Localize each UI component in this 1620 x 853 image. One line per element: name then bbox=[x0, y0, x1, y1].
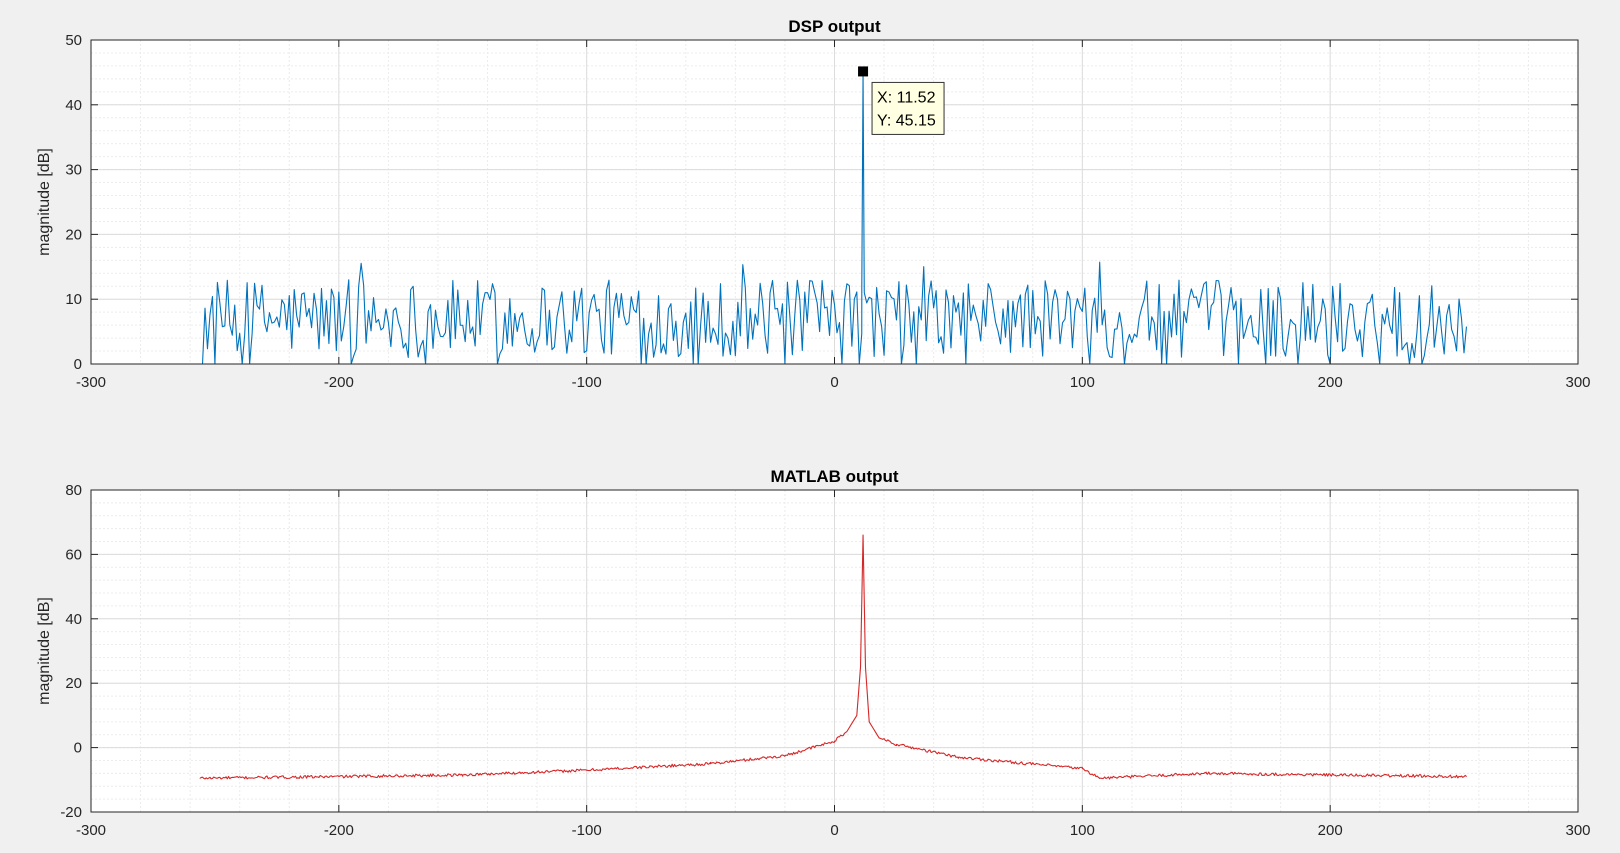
datatip-y-value: Y: 45.15 bbox=[877, 112, 936, 129]
y-tick-label: 0 bbox=[74, 356, 82, 373]
x-tick-label: 300 bbox=[1565, 822, 1590, 839]
x-tick-label: 100 bbox=[1070, 822, 1095, 839]
y-tick-label: -20 bbox=[60, 804, 82, 821]
y-tick-label: 20 bbox=[65, 675, 82, 692]
y-tick-label: 80 bbox=[65, 482, 82, 499]
plot-dsp-output[interactable]: -300 -200 -100 0 100 200 300 0 10 20 30 40 50 DSP ou… bbox=[36, 17, 1591, 391]
y-axis-label-dsp: magnitude [dB] bbox=[36, 148, 53, 256]
y-axis-label-matlab: magnitude [dB] bbox=[36, 597, 53, 705]
y-tick-label: 30 bbox=[65, 162, 82, 179]
y-tick-label: 50 bbox=[65, 32, 82, 49]
x-tick-label: 200 bbox=[1318, 374, 1343, 391]
x-tick-label: -200 bbox=[324, 822, 354, 839]
datatip-box[interactable] bbox=[871, 81, 945, 135]
series-matlab bbox=[199, 534, 1468, 780]
y-tick-label: 20 bbox=[65, 226, 82, 243]
y-tick-label: 40 bbox=[65, 97, 82, 114]
x-tick-label: -100 bbox=[572, 374, 602, 391]
x-tick-label: -200 bbox=[324, 374, 354, 391]
x-tick-label: -100 bbox=[572, 822, 602, 839]
series-line-0-0 bbox=[200, 70, 1468, 365]
x-tick-label: -300 bbox=[76, 374, 106, 391]
y-tick-label: 40 bbox=[65, 611, 82, 628]
series-dsp bbox=[200, 70, 1468, 365]
datatip[interactable]: X: 11.52 Y: 45.15 bbox=[858, 66, 945, 135]
x-tick-label: -300 bbox=[76, 822, 106, 839]
ticks-dsp: -300 -200 -100 0 100 200 300 0 10 20 30 40 50 bbox=[65, 32, 1590, 391]
y-tick-label: 0 bbox=[74, 740, 82, 757]
chart-title-matlab: MATLAB output bbox=[770, 467, 898, 486]
y-tick-label: 10 bbox=[65, 291, 82, 308]
x-tick-label: 0 bbox=[830, 822, 838, 839]
datatip-x-value: X: 11.52 bbox=[877, 89, 936, 106]
y-tick-label: 60 bbox=[65, 546, 82, 563]
x-tick-label: 200 bbox=[1318, 822, 1343, 839]
datatip-marker[interactable] bbox=[858, 66, 869, 77]
chart-title-dsp: DSP output bbox=[788, 17, 881, 36]
x-tick-label: 300 bbox=[1565, 374, 1590, 391]
x-tick-label: 0 bbox=[830, 374, 838, 391]
x-tick-label: 100 bbox=[1070, 374, 1095, 391]
series-line-1-0 bbox=[199, 534, 1468, 780]
